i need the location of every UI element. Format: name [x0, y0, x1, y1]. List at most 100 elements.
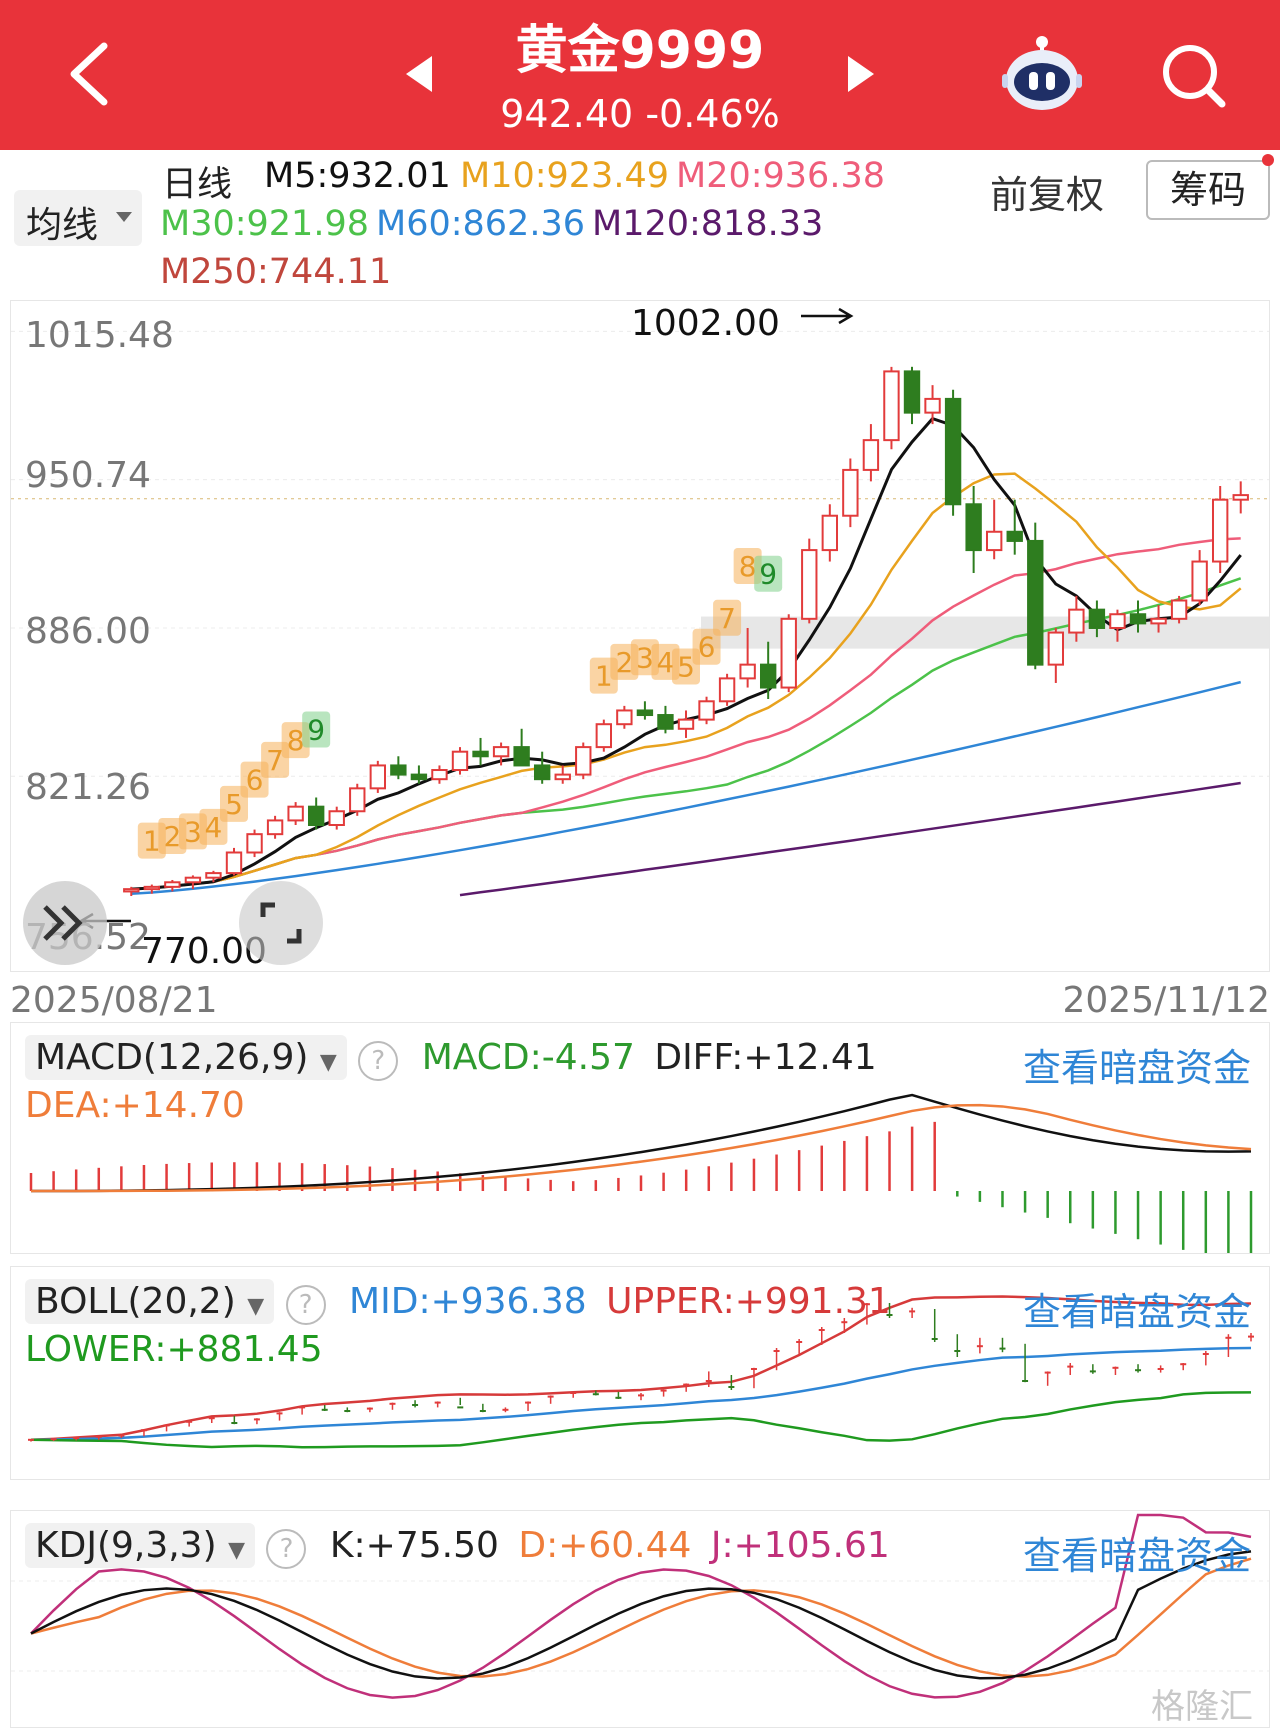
ma120-line: [459, 781, 1241, 897]
candle-body: [1211, 498, 1229, 563]
robot-assistant-button[interactable]: [1000, 32, 1084, 116]
next-instrument-button[interactable]: [840, 52, 880, 96]
nine-turn-b-marker-bg: [754, 555, 783, 592]
fullscreen-button[interactable]: [239, 881, 323, 965]
candle-body: [554, 773, 571, 781]
kdj-header: KDJ(9,3,3) ▼ ? K:+75.50 D:+60.44 J:+105.…: [25, 1523, 890, 1569]
expand-sidebar-button[interactable]: [23, 881, 107, 965]
nine-turn-a-marker: 5: [225, 788, 243, 821]
candle-body: [862, 439, 880, 471]
search-button[interactable]: [1158, 40, 1228, 110]
candle-body: [739, 663, 756, 680]
candle-body: [1088, 608, 1106, 629]
boll-mid-line: [30, 1346, 1252, 1442]
boll-lower-line: [30, 1391, 1252, 1449]
nine-turn-a-marker: 4: [205, 811, 223, 844]
nine-turn-a-marker: 6: [246, 764, 264, 797]
kdj-chart: [11, 1513, 1269, 1699]
candle-body: [410, 773, 428, 781]
candle-body: [944, 397, 962, 506]
y-tick-label: 950.74: [25, 455, 151, 496]
candle-body: [287, 805, 304, 822]
candle-body: [205, 872, 222, 879]
diff-line: [30, 1093, 1252, 1193]
kdj-d-line: [30, 1557, 1252, 1678]
candle-body: [965, 503, 982, 552]
date-start-label: 2025/08/21: [10, 980, 218, 1021]
candle-body: [246, 833, 263, 854]
price-line: 942.40 -0.46%: [440, 92, 840, 136]
ma20-value: M20:936.38: [676, 156, 885, 196]
candle-body: [657, 714, 674, 730]
dea-value: DEA:+14.70: [25, 1085, 245, 1126]
nine-turn-b-marker: 2: [615, 646, 633, 679]
nine-turn-a-marker: 1: [143, 825, 161, 858]
nine-turn-a-marker: 3: [184, 815, 202, 848]
candle-body: [1232, 494, 1249, 501]
candle-body: [1068, 608, 1085, 634]
candle-body: [575, 746, 592, 776]
last-price: 942.40: [500, 92, 634, 136]
watermark-logo: 格隆汇: [1151, 1687, 1253, 1727]
double-chevron-right-icon: [43, 905, 83, 941]
nine-turn-a-marker: 9: [307, 714, 325, 747]
kdj-j-line: [30, 1513, 1252, 1699]
candle-body: [677, 718, 695, 730]
dark-pool-link[interactable]: 查看暗盘资金: [1022, 1534, 1251, 1578]
diff-value: DIFF:+12.41: [654, 1037, 877, 1078]
boll-panel[interactable]: BOLL(20,2) ▼ ? MID:+936.38 UPPER:+991.31…: [10, 1266, 1270, 1480]
candle-body: [1109, 613, 1126, 629]
kdj-selector[interactable]: KDJ(9,3,3) ▼: [25, 1523, 256, 1568]
y-tick-label: 1015.48: [25, 315, 174, 356]
boll-header: BOLL(20,2) ▼ ? MID:+936.38 UPPER:+991.31: [25, 1279, 891, 1325]
caret-down-icon: ▼: [247, 1294, 265, 1319]
boll-mid-value: MID:+936.38: [349, 1281, 587, 1322]
help-icon[interactable]: ?: [266, 1529, 307, 1569]
boll-upper-line: [30, 1295, 1252, 1442]
triangle-left-icon: [406, 56, 432, 92]
boll-lower-value: LOWER:+881.45: [25, 1329, 323, 1370]
prev-instrument-button[interactable]: [400, 52, 440, 96]
ma5-value: M5:932.01: [264, 156, 451, 196]
candle-body: [369, 764, 387, 790]
robot-assistant-icon: [1002, 36, 1082, 110]
y-tick-label: 886.00: [25, 611, 151, 652]
candle-body: [759, 663, 777, 689]
macd-selector-label: MACD(12,26,9): [35, 1037, 309, 1078]
dark-pool-link[interactable]: 查看暗盘资金: [1022, 1290, 1251, 1334]
macd-panel[interactable]: MACD(12,26,9) ▼ ? MACD:-4.57 DIFF:+12.41…: [10, 1022, 1270, 1254]
high-price-label: 1002.00: [631, 303, 780, 344]
ma-selector[interactable]: 均线: [14, 190, 142, 246]
candle-body: [1191, 560, 1208, 602]
candle-body: [985, 530, 1003, 552]
macd-selector[interactable]: MACD(12,26,9) ▼: [25, 1035, 347, 1080]
back-button[interactable]: [60, 38, 130, 108]
help-icon[interactable]: ?: [358, 1041, 399, 1081]
candle-body: [307, 805, 325, 827]
nine-turn-b-marker: 6: [698, 631, 716, 664]
candle-body: [924, 397, 941, 414]
candle-body: [801, 549, 818, 620]
nine-turn-b-marker: 5: [677, 650, 695, 683]
dark-pool-link[interactable]: 查看暗盘资金: [1022, 1046, 1251, 1090]
candle-body: [472, 750, 489, 758]
boll-upper-value: UPPER:+991.31: [606, 1281, 891, 1322]
nine-turn-b-marker-bg: [692, 628, 721, 665]
candle-body: [903, 370, 921, 414]
adjust-mode-button[interactable]: 前复权: [990, 173, 1105, 217]
boll-selector[interactable]: BOLL(20,2) ▼: [25, 1279, 275, 1324]
nine-turn-a-marker: 8: [287, 724, 305, 757]
search-icon: [1163, 45, 1226, 108]
kdj-panel[interactable]: KDJ(9,3,3) ▼ ? K:+75.50 D:+60.44 J:+105.…: [10, 1510, 1270, 1728]
candle-body: [718, 677, 736, 703]
ma-selector-label: 均线: [26, 205, 99, 246]
nine-turn-b-marker: 3: [636, 641, 654, 674]
candle-body: [513, 746, 530, 767]
triangle-right-icon: [848, 56, 874, 92]
help-icon[interactable]: ?: [285, 1285, 326, 1325]
caret-down-icon: ▼: [228, 1538, 246, 1563]
candle-body: [390, 764, 407, 776]
chips-button[interactable]: 筹码: [1146, 160, 1270, 220]
